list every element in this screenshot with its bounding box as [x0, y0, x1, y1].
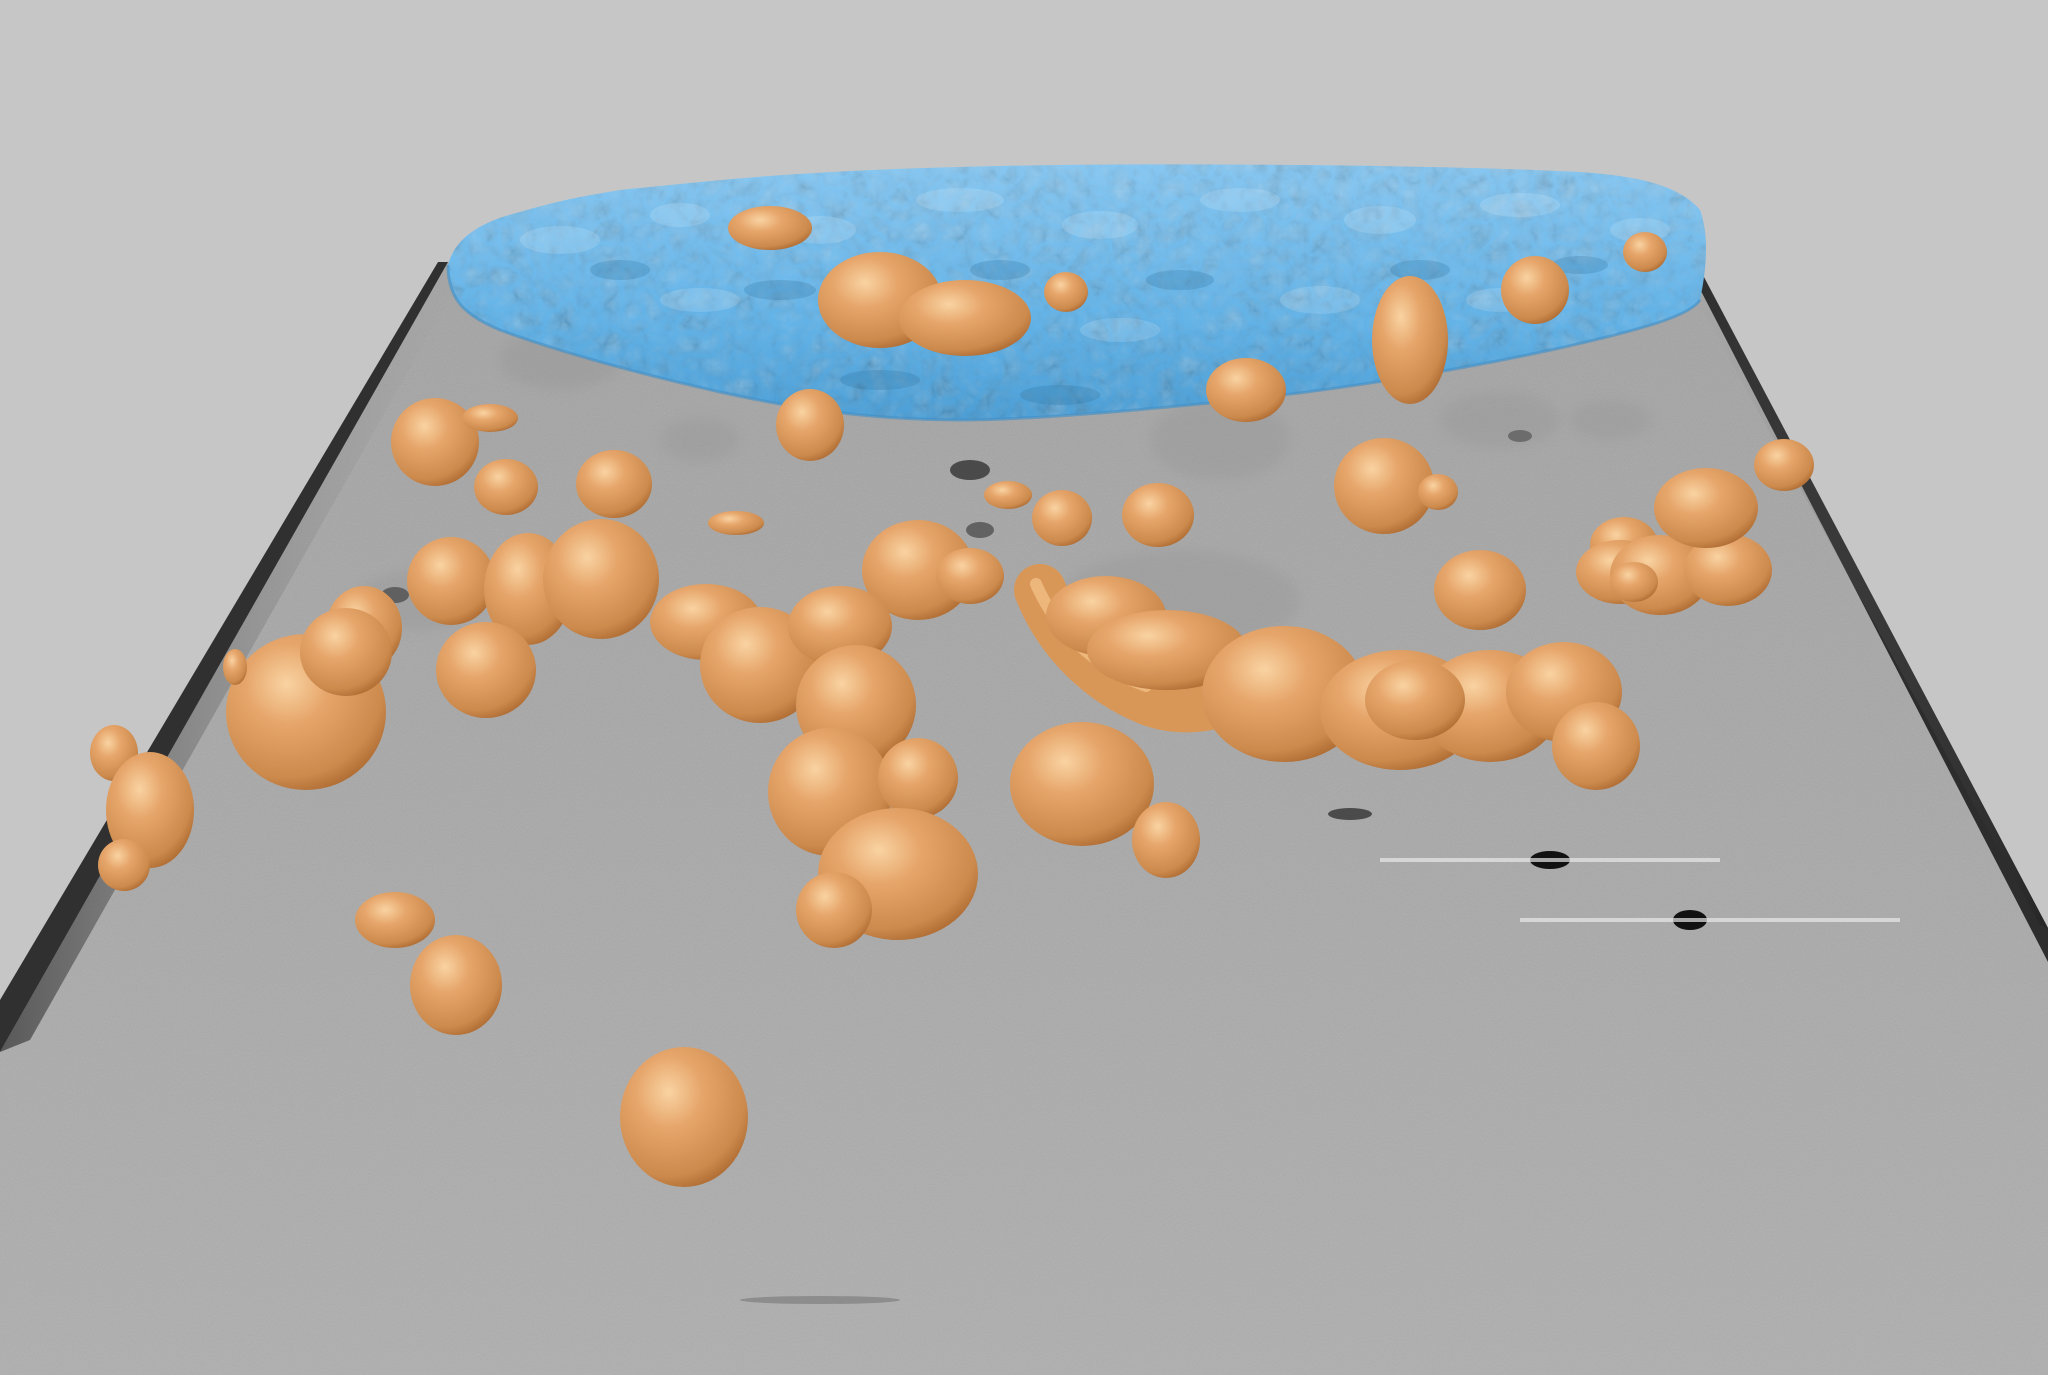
vesicle[interactable]: [474, 459, 538, 515]
vesicle[interactable]: [620, 1047, 748, 1187]
vesicle[interactable]: [1552, 702, 1640, 790]
membrane-shadows: [590, 256, 1608, 405]
vesicle[interactable]: [1434, 550, 1526, 630]
vesicle[interactable]: [1044, 272, 1088, 312]
vesicle[interactable]: [543, 519, 659, 639]
vesicle[interactable]: [776, 389, 844, 461]
vesicle[interactable]: [407, 537, 495, 625]
vesicle[interactable]: [1610, 562, 1658, 602]
vesicle[interactable]: [796, 872, 872, 948]
vesicle[interactable]: [1754, 439, 1814, 491]
vesicle[interactable]: [1684, 534, 1772, 606]
vesicle[interactable]: [223, 649, 247, 685]
vesicle[interactable]: [878, 738, 958, 818]
vesicle[interactable]: [936, 548, 1004, 604]
vesicle[interactable]: [984, 481, 1032, 509]
vesicle[interactable]: [1122, 483, 1194, 547]
vesicle[interactable]: [300, 608, 392, 696]
segmented-vesicles[interactable]: [90, 206, 1814, 1187]
vesicle[interactable]: [410, 935, 502, 1035]
vesicle[interactable]: [899, 280, 1031, 356]
vesicle[interactable]: [728, 206, 812, 250]
vesicle[interactable]: [98, 839, 150, 891]
vesicle[interactable]: [708, 511, 764, 535]
vesicle[interactable]: [355, 892, 435, 948]
vesicle[interactable]: [1372, 276, 1448, 404]
vesicle[interactable]: [106, 752, 194, 868]
vesicle[interactable]: [1334, 438, 1434, 534]
vesicle[interactable]: [462, 404, 518, 432]
vesicle[interactable]: [576, 450, 652, 518]
vesicle[interactable]: [391, 398, 479, 486]
vesicle[interactable]: [1418, 474, 1458, 510]
vesicle[interactable]: [1365, 660, 1465, 740]
vesicle[interactable]: [1010, 722, 1154, 846]
vesicle[interactable]: [1032, 490, 1092, 546]
vesicle[interactable]: [436, 622, 536, 718]
vesicle[interactable]: [1501, 256, 1569, 324]
vesicle[interactable]: [1132, 802, 1200, 878]
vesicle[interactable]: [1623, 232, 1667, 272]
dark-particles: [381, 430, 1900, 1304]
vesicle[interactable]: [1087, 610, 1247, 690]
vesicle[interactable]: [1206, 358, 1286, 422]
vesicle[interactable]: [1654, 468, 1758, 548]
